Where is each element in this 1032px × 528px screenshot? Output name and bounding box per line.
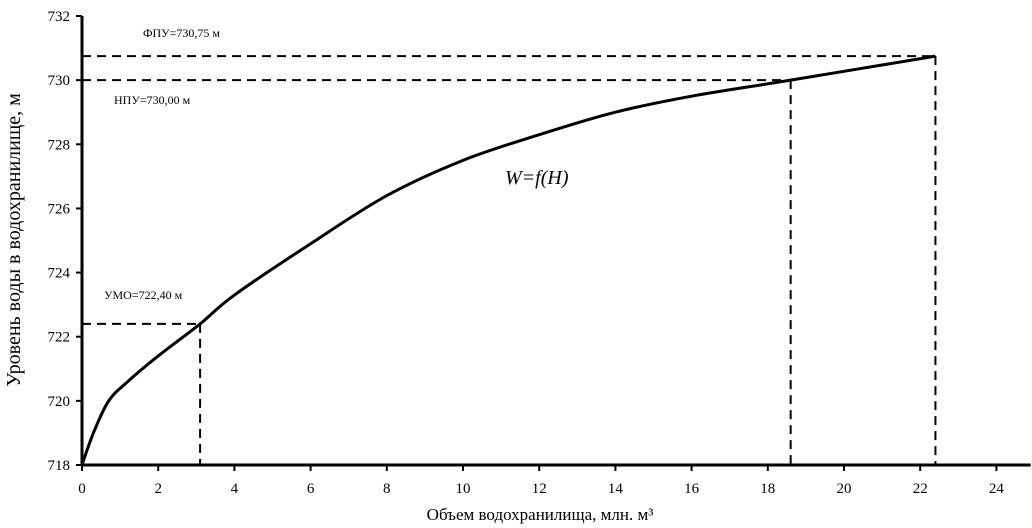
umo-label: УМО=722,40 м [104, 288, 183, 302]
y-tick-label: 720 [48, 394, 71, 410]
y-tick-label: 730 [48, 73, 71, 89]
y-tick-label: 718 [48, 458, 71, 474]
y-tick-label: 732 [48, 9, 71, 25]
curve-label: W=f(H) [505, 167, 569, 189]
x-tick-label: 22 [913, 481, 928, 497]
x-tick-label: 24 [989, 481, 1005, 497]
x-tick-label: 12 [532, 481, 547, 497]
x-tick-label: 16 [684, 481, 700, 497]
x-tick-label: 4 [231, 481, 239, 497]
y-tick-label: 728 [48, 137, 71, 153]
x-tick-label: 2 [154, 481, 162, 497]
x-tick-label: 0 [78, 481, 86, 497]
x-axis-label: Объем водохранилища, млн. м³ [427, 505, 654, 524]
x-tick-label: 6 [307, 481, 315, 497]
npu-label: НПУ=730,00 м [114, 93, 191, 107]
x-tick-label: 14 [608, 481, 624, 497]
y-tick-label: 724 [48, 266, 71, 282]
x-tick-label: 10 [456, 481, 471, 497]
x-tick-label: 20 [837, 481, 852, 497]
x-tick-label: 8 [383, 481, 391, 497]
y-tick-label: 722 [48, 330, 71, 346]
x-tick-label: 18 [760, 481, 775, 497]
fpu-label: ФПУ=730,75 м [143, 26, 220, 40]
y-tick-label: 726 [48, 201, 71, 217]
series-line-volume-curve [80, 54, 936, 466]
y-axis-label: Уровень воды в водохранилище, м [3, 93, 25, 387]
